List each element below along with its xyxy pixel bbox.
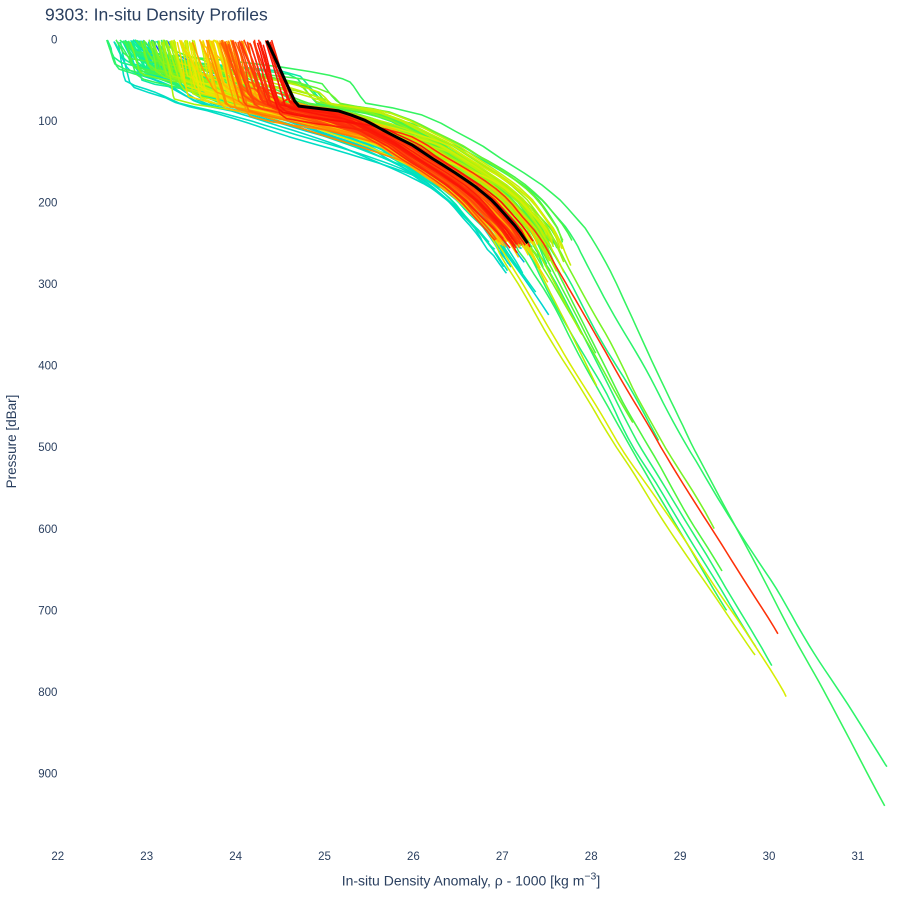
svg-text:23: 23 xyxy=(140,851,153,863)
svg-text:In-situ Density Anomaly, ρ - 1: In-situ Density Anomaly, ρ - 1000 [kg m−… xyxy=(342,871,601,889)
svg-text:900: 900 xyxy=(38,769,57,781)
svg-text:200: 200 xyxy=(38,198,57,210)
svg-text:800: 800 xyxy=(38,687,57,699)
svg-text:100: 100 xyxy=(38,116,57,128)
svg-text:28: 28 xyxy=(585,851,598,863)
svg-text:26: 26 xyxy=(407,851,420,863)
svg-text:30: 30 xyxy=(763,851,776,863)
svg-text:Pressure [dBar]: Pressure [dBar] xyxy=(4,395,19,489)
svg-text:24: 24 xyxy=(229,851,242,863)
svg-text:600: 600 xyxy=(38,524,57,536)
svg-text:22: 22 xyxy=(51,851,64,863)
svg-text:25: 25 xyxy=(318,851,331,863)
svg-text:400: 400 xyxy=(38,361,57,373)
svg-text:300: 300 xyxy=(38,279,57,291)
svg-text:500: 500 xyxy=(38,442,57,454)
svg-text:29: 29 xyxy=(674,851,687,863)
svg-text:0: 0 xyxy=(51,35,57,47)
svg-text:27: 27 xyxy=(496,851,509,863)
svg-text:9303: In-situ Density Profiles: 9303: In-situ Density Profiles xyxy=(45,5,268,25)
svg-text:31: 31 xyxy=(852,851,865,863)
svg-text:700: 700 xyxy=(38,605,57,617)
